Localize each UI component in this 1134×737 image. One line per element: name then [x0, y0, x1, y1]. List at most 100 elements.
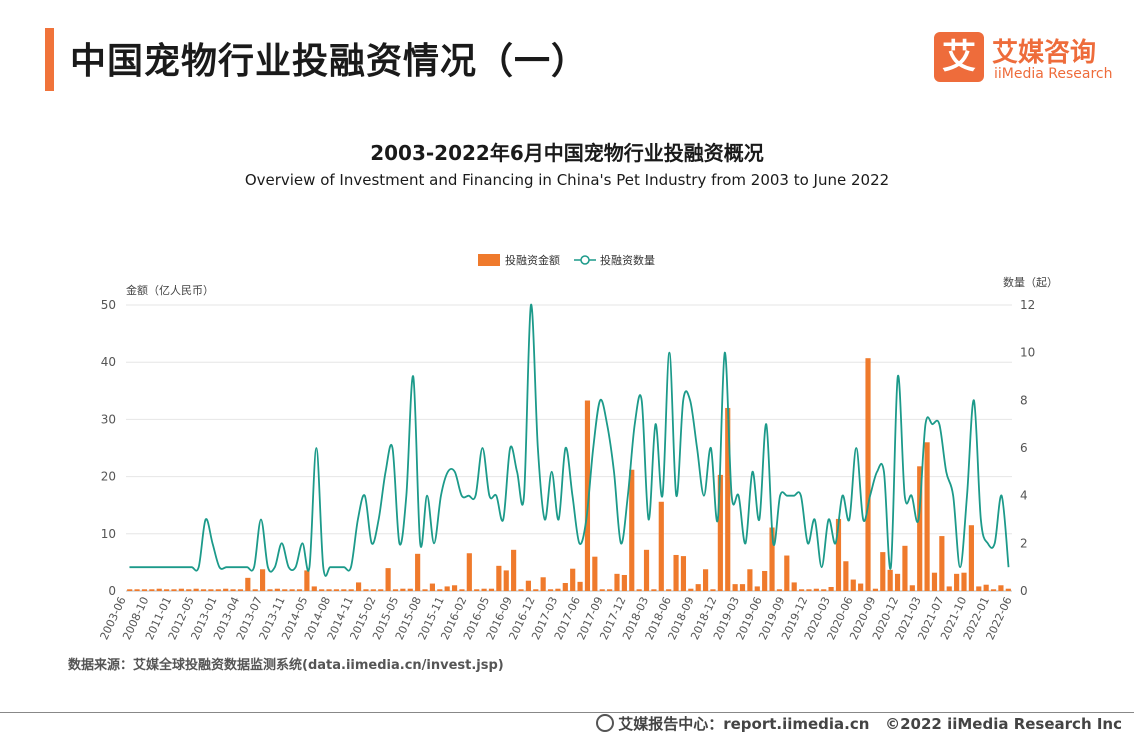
iimedia-logo[interactable]: 艾 艾媒咨询 iiMedia Research — [934, 32, 1114, 88]
bar — [658, 501, 664, 591]
bar — [769, 527, 775, 591]
bar — [651, 589, 657, 591]
bar — [533, 589, 539, 591]
bar — [976, 586, 982, 591]
legend-line-marker — [580, 255, 590, 265]
y-left-tick-label: 20 — [101, 470, 116, 484]
bar — [444, 586, 450, 591]
y-right-tick-label: 8 — [1020, 393, 1028, 407]
bar — [835, 518, 842, 591]
bar — [518, 589, 524, 591]
bar — [267, 589, 273, 591]
bar — [939, 536, 945, 591]
bar — [872, 588, 878, 591]
bar — [954, 573, 960, 591]
bar — [673, 554, 679, 591]
logo-mark-icon: 艾 — [934, 32, 984, 82]
bar — [695, 584, 701, 591]
bar — [311, 586, 317, 591]
bar — [252, 589, 258, 591]
bar — [503, 570, 509, 591]
bar — [171, 589, 177, 591]
bar — [525, 580, 531, 591]
y-right-tick-label: 2 — [1020, 536, 1028, 550]
bar — [570, 568, 576, 591]
bar — [629, 469, 635, 591]
bar — [762, 570, 768, 591]
bar — [496, 565, 502, 591]
bar — [415, 553, 421, 591]
bar — [459, 589, 465, 591]
bar — [776, 589, 783, 591]
bar — [511, 549, 517, 591]
bar — [355, 582, 362, 591]
bar — [363, 589, 369, 591]
bar — [850, 579, 856, 591]
bar — [636, 589, 642, 591]
bar — [341, 589, 347, 591]
bar — [282, 589, 288, 591]
bar — [894, 573, 901, 591]
bar — [333, 589, 340, 591]
bar — [289, 589, 295, 591]
bar — [666, 589, 672, 591]
bar — [429, 583, 435, 591]
y-right-tick-label: 10 — [1020, 346, 1035, 360]
bar — [732, 584, 738, 591]
bar — [725, 407, 731, 591]
y-left-axis-label: 金额（亿人民币） — [126, 283, 214, 297]
logo-cn-text: 艾媒咨询 — [992, 38, 1097, 68]
bar — [931, 572, 938, 591]
y-left-tick-label: 40 — [101, 355, 116, 369]
bar — [961, 572, 967, 591]
bar — [385, 568, 391, 591]
bar — [422, 589, 428, 591]
bar — [821, 589, 827, 591]
bar — [621, 574, 627, 591]
bar — [245, 577, 251, 591]
bar — [193, 588, 199, 591]
bar — [540, 577, 546, 591]
bar — [156, 588, 162, 591]
bar — [946, 586, 952, 591]
bar — [1005, 588, 1011, 591]
legend-line-label: 投融资数量 — [600, 253, 655, 267]
bar — [370, 589, 376, 591]
footer: 艾媒报告中心：report.iimedia.cn ©2022 iiMedia R… — [596, 713, 1122, 734]
y-left-tick-label: 50 — [101, 298, 116, 312]
footer-divider — [0, 712, 1134, 713]
footer-site[interactable]: 艾媒报告中心：report.iimedia.cn — [618, 715, 870, 733]
bar — [909, 585, 915, 591]
bar — [865, 358, 871, 591]
chart-subtitle: Overview of Investment and Financing in … — [244, 171, 890, 189]
bar — [547, 589, 554, 591]
bar — [791, 582, 797, 591]
y-right-tick-label: 4 — [1020, 489, 1028, 503]
y-right-axis-label: 数量（起） — [1003, 276, 1058, 289]
bar — [488, 588, 495, 591]
bar — [260, 569, 266, 591]
bar — [880, 552, 886, 591]
bar — [407, 588, 413, 591]
y-left-tick-label: 0 — [108, 584, 116, 598]
bar — [968, 525, 974, 591]
bar — [858, 583, 864, 591]
logo-en-text: iiMedia Research — [994, 66, 1113, 82]
bar — [607, 589, 613, 591]
bar — [902, 545, 908, 591]
bar — [887, 569, 893, 591]
bar — [474, 589, 480, 591]
bar — [127, 589, 133, 591]
bar — [149, 589, 155, 591]
bar — [917, 466, 923, 591]
bar — [215, 589, 221, 591]
bar — [747, 569, 753, 591]
y-right-tick-label: 0 — [1020, 584, 1028, 598]
investment-chart: 0 10 20 30 40 50 0 2 4 6 8 10 12 金额（亿人民币） 数量（起） 投融资金额 投融… — [98, 253, 1058, 642]
bar — [274, 588, 280, 591]
bar — [208, 589, 214, 591]
bar — [739, 584, 746, 591]
bar — [141, 589, 148, 591]
bar — [614, 573, 620, 591]
data-source: 数据来源：艾媒全球投融资数据监测系统(data.iimedia.cn/inves… — [68, 658, 504, 673]
